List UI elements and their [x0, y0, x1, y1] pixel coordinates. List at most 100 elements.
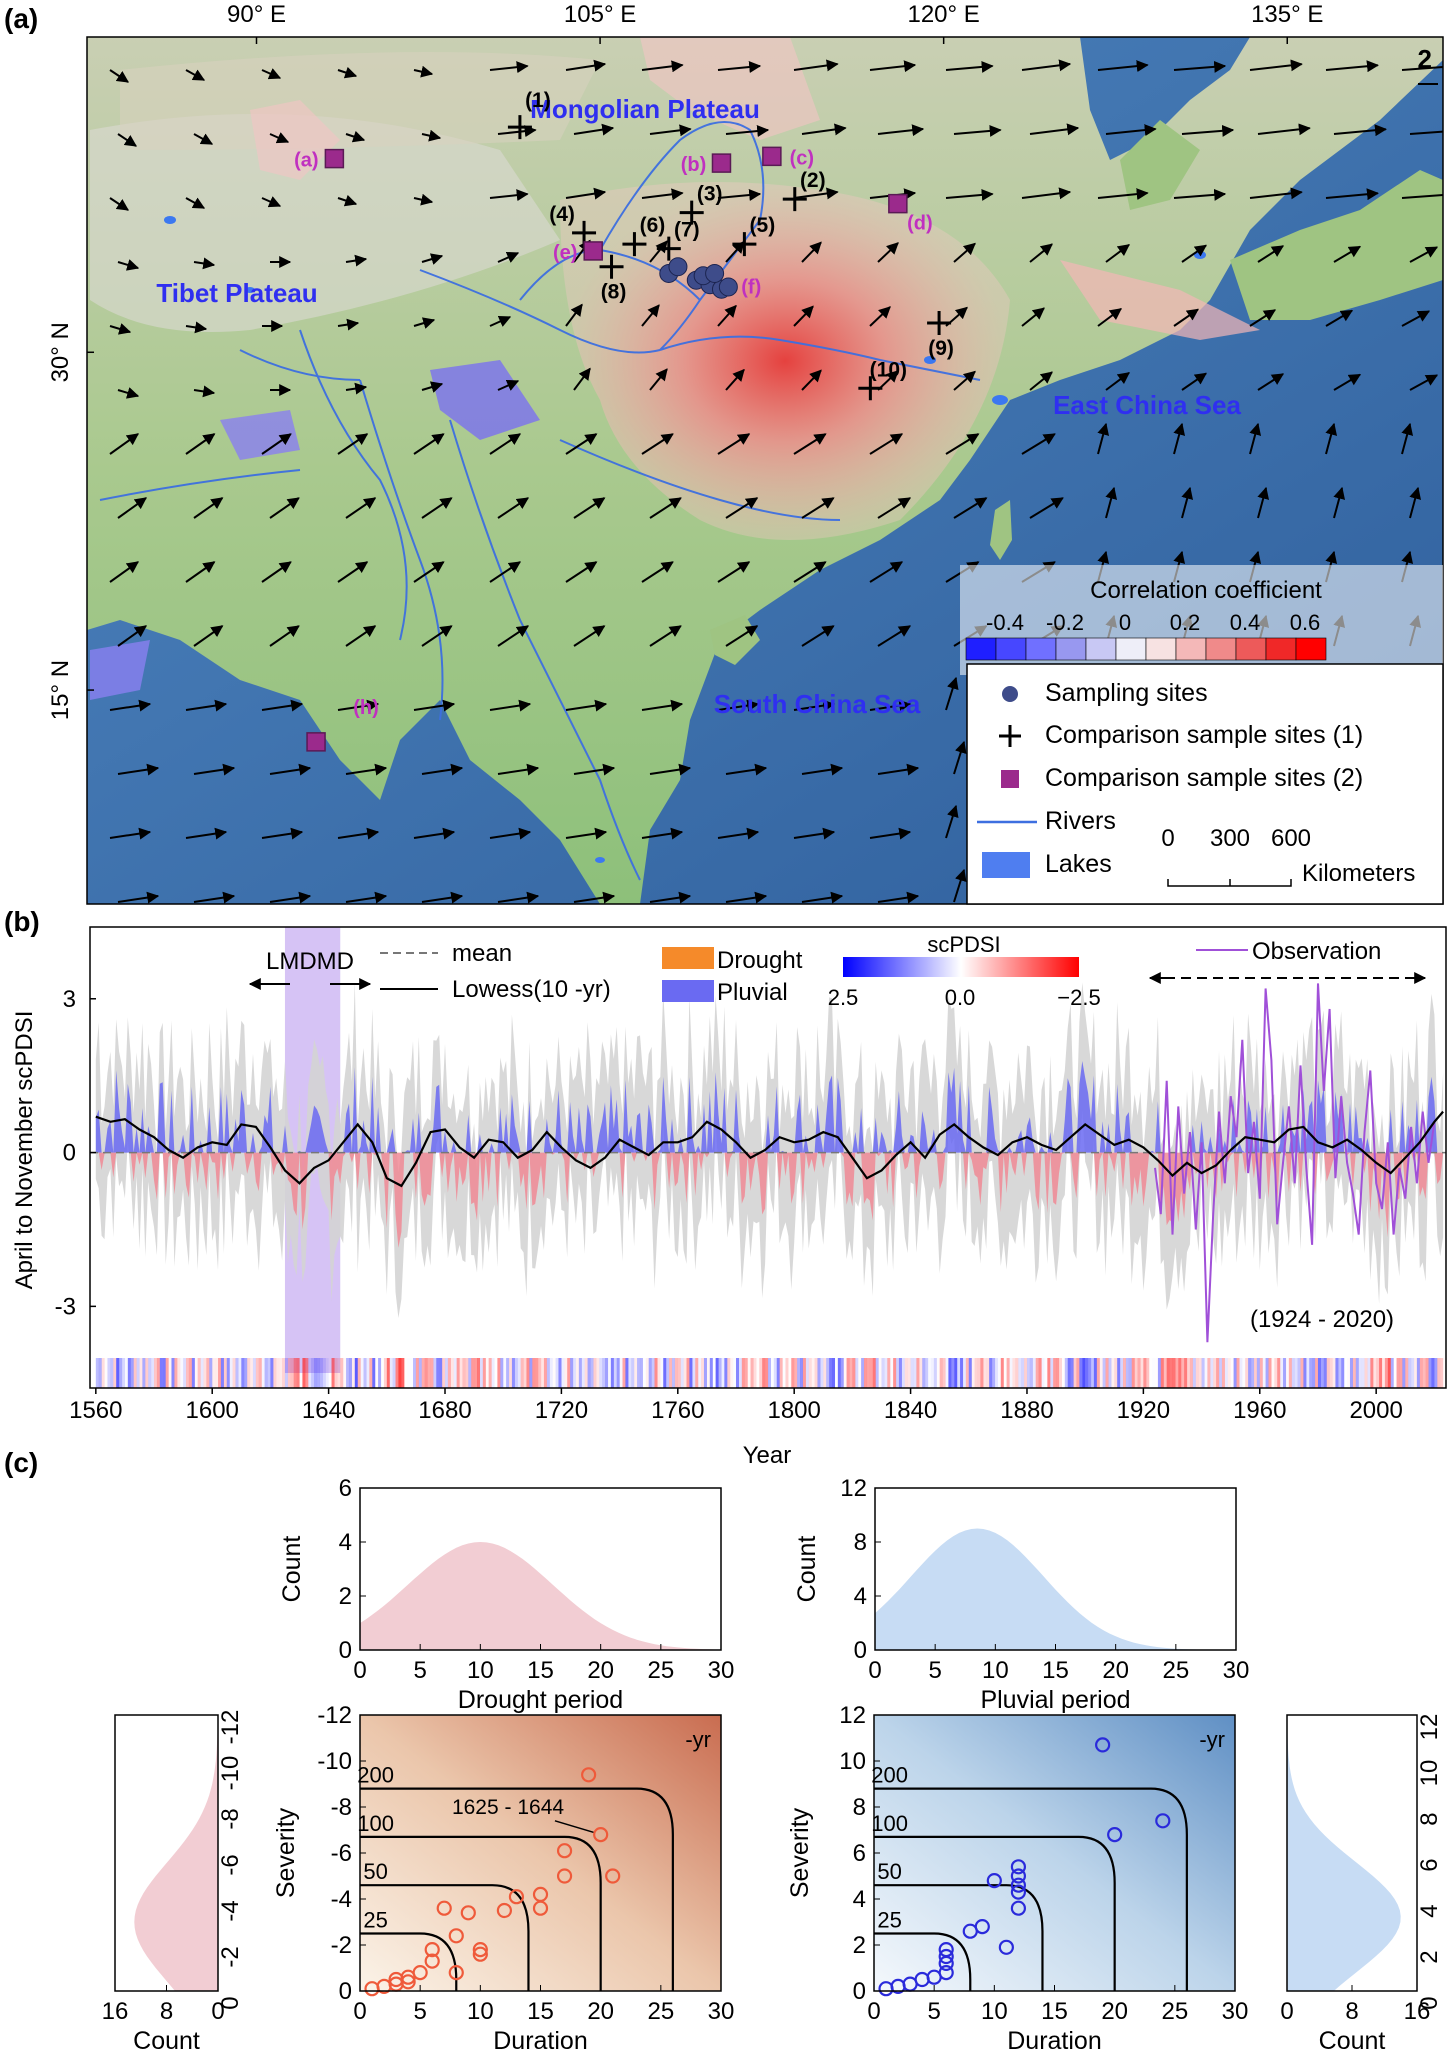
scpdsi-strip-cell	[1213, 1358, 1217, 1388]
event-annotation-leader	[554, 1820, 594, 1834]
colorbar-swatch	[1205, 637, 1237, 661]
scpdsi-strip-cell	[354, 1358, 358, 1388]
scpdsi-strip-cell	[631, 1358, 635, 1388]
wind-arrow	[413, 65, 434, 78]
wind-arrow	[565, 187, 607, 200]
scpdsi-strip-cell	[1090, 1358, 1094, 1388]
scalebar-tick: 600	[1271, 825, 1311, 852]
scpdsi-strip-cell	[634, 1358, 638, 1388]
event-point	[496, 1902, 512, 1919]
x-tick-label: 15	[1041, 1998, 1068, 2025]
scpdsi-strip-cell	[523, 1358, 527, 1388]
scpdsi-strip-cell	[343, 1358, 346, 1388]
wind-arrow	[801, 891, 844, 904]
scpdsi-strip-cell	[1294, 1358, 1298, 1388]
wind-arrow	[345, 763, 388, 776]
wind-arrow	[649, 240, 668, 263]
wind-arrow	[345, 254, 368, 267]
wind-arrow	[649, 891, 692, 904]
wind-arrow	[489, 315, 512, 327]
scpdsi-strip-cell	[282, 1358, 286, 1388]
scpdsi-strip-cell	[1024, 1358, 1028, 1388]
comparison-site-1-marker	[858, 376, 883, 401]
scpdsi-strip-cell	[1082, 1358, 1086, 1388]
scpdsi-strip-cell	[721, 1358, 725, 1388]
wind-arrow	[117, 387, 140, 399]
lon-tick-label: 105° E	[564, 1, 636, 28]
wind-arrow	[269, 763, 312, 776]
y-tick-label: -10	[217, 1756, 244, 1791]
scpdsi-strip-cell	[98, 1358, 102, 1388]
scpdsi-strip-cell	[1408, 1358, 1412, 1388]
contour-label: 100	[871, 1811, 908, 1836]
scpdsi-strip-cell	[456, 1358, 460, 1388]
wind-arrow	[1325, 188, 1379, 201]
scpdsi-strip-cell	[290, 1358, 294, 1388]
event-point	[938, 1948, 954, 1965]
event-point	[448, 1964, 464, 1981]
scpdsi-strip-cell	[1131, 1358, 1135, 1388]
scpdsi-strip-cell	[386, 1358, 390, 1388]
scpdsi-strip-cell	[628, 1358, 632, 1388]
wind-arrow	[1333, 373, 1362, 391]
panel-label-b: (b)	[4, 906, 40, 937]
scpdsi-strip-cell	[849, 1358, 853, 1388]
wind-arrow	[337, 433, 369, 455]
scpdsi-strip-cell	[1227, 1358, 1231, 1388]
scpdsi-strip-cell	[378, 1358, 382, 1388]
y-tick-label: 2	[339, 1583, 352, 1610]
scpdsi-strip-cell	[1428, 1358, 1432, 1388]
y-axis-label: Severity	[272, 1807, 300, 1898]
wind-arrow	[565, 303, 583, 327]
contour-label: 50	[877, 1859, 901, 1884]
scpdsi-strip-cell	[1111, 1358, 1115, 1388]
scpdsi-strip-cell	[532, 1358, 536, 1388]
scpdsi-strip-cell	[581, 1358, 585, 1388]
scpdsi-strip-cell	[1169, 1358, 1173, 1388]
scpdsi-strip-cell	[1288, 1358, 1292, 1388]
scpdsi-strip-cell	[101, 1358, 105, 1388]
x-tick-label: 0	[868, 1657, 881, 1684]
event-point	[556, 1843, 573, 1859]
event-point	[1107, 1826, 1123, 1843]
x-tick-label: 8	[160, 1998, 173, 2025]
scpdsi-strip-cell	[180, 1358, 183, 1388]
scpdsi-strip-cell	[805, 1358, 809, 1388]
x-tick-label: 30	[708, 1998, 735, 2025]
scpdsi-strip-cell	[1149, 1358, 1152, 1388]
scpdsi-strip-cell	[445, 1358, 449, 1388]
y-tick-label: 0	[854, 1637, 867, 1664]
y-tick-label: -4	[217, 1900, 244, 1921]
wind-arrow	[489, 699, 532, 712]
wind-arrow	[185, 433, 216, 455]
scpdsi-strip-cell	[884, 1358, 888, 1388]
y-tick-label: 2	[853, 1932, 866, 1959]
scpdsi-strip-cell	[340, 1358, 344, 1388]
x-tick-label: 1760	[651, 1397, 704, 1424]
legend-drought-swatch	[662, 947, 714, 969]
wind-arrow	[1029, 123, 1080, 136]
scpdsi-strip-cell	[293, 1358, 297, 1388]
wind-arrow	[261, 433, 292, 455]
wind-arrow	[337, 66, 358, 79]
scpdsi-strip-cell	[273, 1358, 277, 1388]
scpdsi-strip-cell	[683, 1358, 687, 1388]
scpdsi-strip-cell	[410, 1358, 413, 1388]
scpdsi-strip-cell	[1006, 1358, 1010, 1388]
wind-arrow	[421, 763, 464, 776]
scpdsi-strip-cell	[1271, 1358, 1274, 1388]
event-point	[460, 1905, 476, 1921]
y-tick-label: 0	[853, 1978, 866, 2005]
wind-arrow	[793, 59, 839, 72]
scpdsi-strip-cell	[919, 1358, 923, 1388]
wind-arrow	[573, 123, 615, 136]
wind-vectors	[109, 59, 1443, 904]
wind-arrow	[641, 699, 684, 712]
lon-tick-label: 135° E	[1251, 1, 1323, 28]
scpdsi-strip-cell	[1160, 1358, 1164, 1388]
wind-arrow	[801, 763, 844, 776]
scpdsi-strip-cell	[741, 1358, 745, 1388]
scpdsi-strip-cell	[1306, 1358, 1310, 1388]
scpdsi-strip-cell	[910, 1358, 914, 1388]
